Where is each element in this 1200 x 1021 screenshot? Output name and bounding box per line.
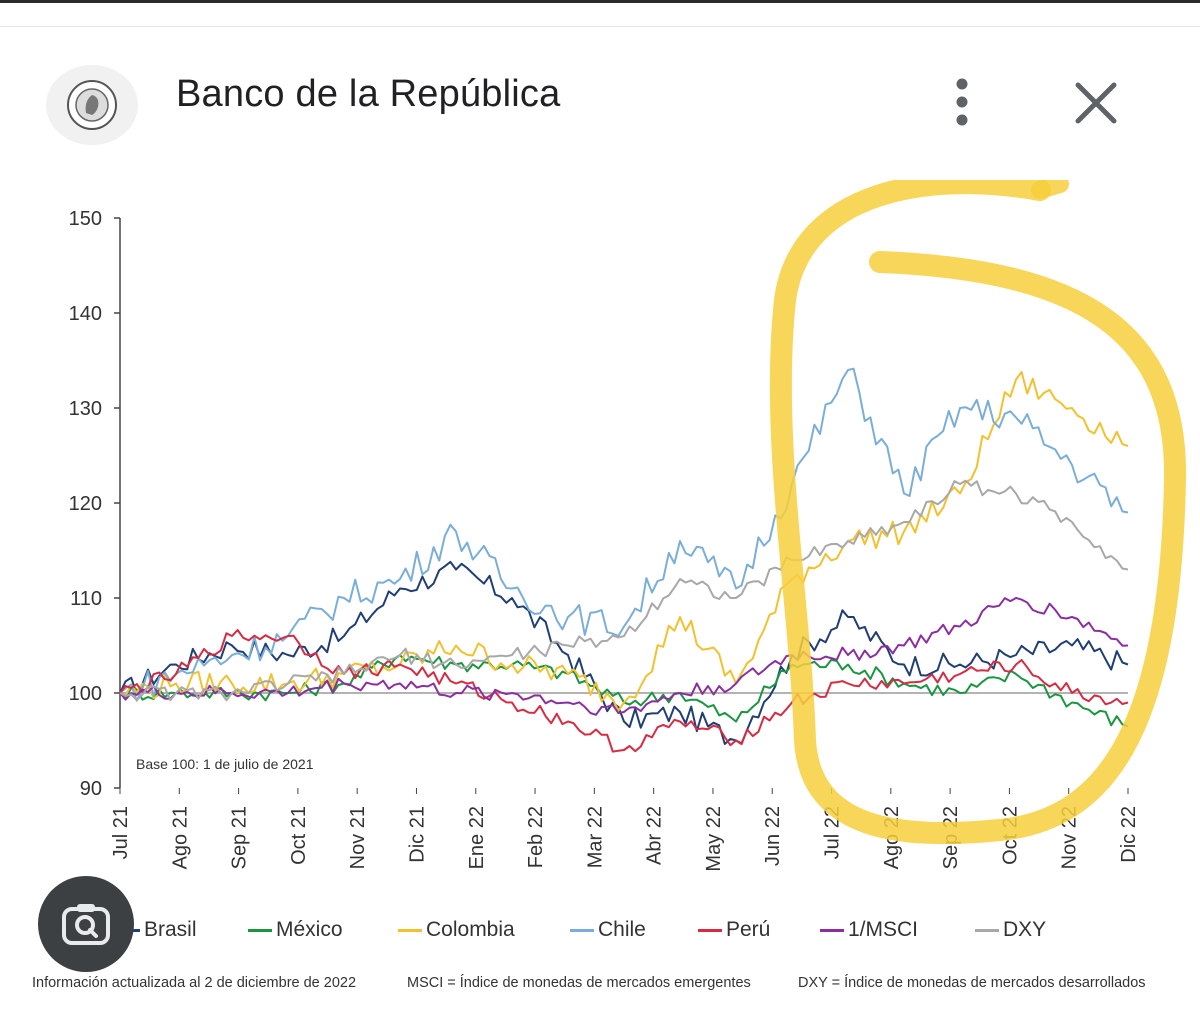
x-tick-label: May 22 <box>703 806 725 872</box>
x-tick-label: Sep 21 <box>229 806 251 869</box>
highlighter-stroke <box>769 180 1187 845</box>
legend-swatch <box>248 928 272 932</box>
footnote-msci: MSCI = Índice de monedas de mercados eme… <box>407 975 751 991</box>
y-tick-label: 150 <box>69 208 102 230</box>
legend-label: DXY <box>1003 918 1047 941</box>
camera-search-icon[interactable] <box>38 876 134 972</box>
x-tick-label: Dic 21 <box>406 806 428 863</box>
highlighter-tail <box>1031 180 1069 199</box>
series-line-per- <box>119 629 1129 753</box>
legend-label: Perú <box>726 918 771 941</box>
legend-label: Colombia <box>426 918 515 941</box>
series-line-dxy <box>119 479 1129 702</box>
series-line-chile <box>119 367 1129 702</box>
legend-item: Colombia <box>398 915 515 945</box>
series-line-m-xico <box>119 654 1129 728</box>
x-tick-label: Ago 21 <box>169 806 191 869</box>
footnote-dxy: DXY = Índice de monedas de mercados desa… <box>798 975 1146 991</box>
x-tick-label: Abr 22 <box>644 806 666 865</box>
x-tick-label: Jun 22 <box>762 806 784 866</box>
legend-label: Brasil <box>144 918 197 941</box>
chart-axes: 90 100 110 120 130 140 150 Jul 21 Ago 21 Sep 21 Oc… <box>69 208 1140 872</box>
legend-item: 1/MSCI <box>820 915 918 945</box>
page-title: Banco de la República <box>176 73 561 115</box>
currency-index-chart: 90 100 110 120 130 140 150 Jul 21 Ago 21 Sep 21 Oc… <box>0 180 1200 900</box>
x-tick-label: Jul 21 <box>110 806 132 859</box>
legend-item: México <box>248 915 343 945</box>
legend-swatch <box>398 928 422 932</box>
y-tick-label: 110 <box>70 588 102 610</box>
legend-item: Perú <box>698 915 770 945</box>
legend-label: México <box>276 918 343 941</box>
series-line-1-msci <box>119 597 1129 716</box>
footnote-updated: Información actualizada al 2 de diciembr… <box>32 975 357 991</box>
base-note: Base 100: 1 de julio de 2021 <box>136 756 314 772</box>
legend-swatch <box>570 928 594 932</box>
legend-label: 1/MSCI <box>848 918 919 941</box>
chart-svg: 90 100 110 120 130 140 150 Jul 21 Ago 21 Sep 21 Oc… <box>69 180 1187 872</box>
x-tick-label: Mar 22 <box>584 806 606 868</box>
y-tick-label: 100 <box>69 683 102 705</box>
legend-swatch <box>820 928 844 932</box>
x-tick-label: Nov 21 <box>347 806 369 869</box>
y-tick-label: 90 <box>80 778 102 800</box>
y-tick-label: 120 <box>69 493 102 515</box>
y-tick-label: 140 <box>69 303 102 325</box>
x-tick-label: Dic 22 <box>1118 806 1140 863</box>
series-line-brasil <box>119 560 1129 745</box>
legend-item: Chile <box>570 915 646 945</box>
legend-label: Chile <box>598 918 646 941</box>
top-rule <box>0 0 1200 3</box>
legend-swatch <box>698 928 722 932</box>
highlighter-annotation <box>769 180 1187 845</box>
series-line-colombia <box>119 371 1129 712</box>
legend-swatch <box>975 928 999 932</box>
legend-item: DXY <box>975 915 1046 945</box>
chart-series <box>119 367 1129 753</box>
card-divider <box>0 26 1200 27</box>
more-vert-icon[interactable] <box>940 75 984 129</box>
banco-republica-seal-icon <box>46 65 138 145</box>
chart-legend: Brasil México Colombia Chile Perú 1/MSCI DXY <box>0 915 1200 945</box>
header: Banco de la República <box>0 55 1200 150</box>
x-tick-label: Ene 22 <box>466 806 488 869</box>
x-tick-label: Feb 22 <box>525 806 547 868</box>
x-tick-label: Oct 21 <box>288 806 310 865</box>
close-icon[interactable] <box>1070 77 1122 129</box>
y-tick-label: 130 <box>69 398 102 420</box>
